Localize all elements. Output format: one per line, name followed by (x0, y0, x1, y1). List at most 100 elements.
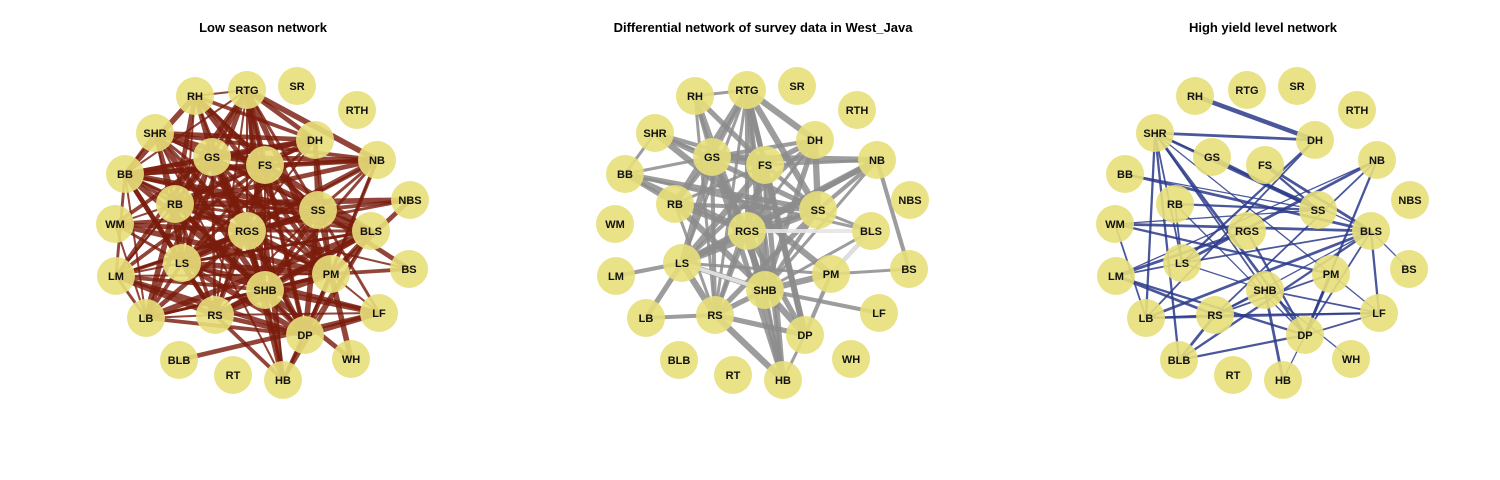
node-label-rs: RS (207, 310, 222, 322)
node-label-rtg: RTG (1235, 85, 1258, 97)
node-lf (860, 294, 898, 332)
node-label-wh: WH (842, 354, 860, 366)
node-label-ss: SS (811, 205, 826, 217)
node-label-gs: GS (1204, 152, 1220, 164)
node-wm (596, 205, 634, 243)
node-dp (1286, 316, 1324, 354)
node-label-hb: HB (1275, 375, 1291, 387)
edge-LS-BLS (180, 229, 373, 265)
node-ss (1299, 191, 1337, 229)
node-label-lm: LM (108, 271, 124, 283)
node-label-shb: SHB (1253, 285, 1276, 297)
node-label-bls: BLS (860, 226, 882, 238)
edge-SHR-BLB (1153, 131, 1181, 362)
edge-WM-SS (1114, 209, 1319, 225)
node-lf (360, 294, 398, 332)
edge-SHR-SHB (152, 130, 268, 293)
node-rs (696, 296, 734, 334)
node-label-nbs: NBS (1398, 195, 1421, 207)
edge-BLS-LS (1181, 230, 1372, 264)
node-nb (358, 141, 396, 179)
node-label-ss: SS (311, 205, 326, 217)
node-label-hb: HB (775, 375, 791, 387)
node-label-bs: BS (401, 264, 416, 276)
node-label-blb: BLB (1168, 355, 1191, 367)
edge-LM-SS (115, 209, 319, 277)
edge-GS-NB (708, 153, 881, 164)
node-blb (160, 341, 198, 379)
node-dp (286, 316, 324, 354)
edge-RH-DH (1192, 93, 1318, 143)
edge-BLB-LF (176, 310, 382, 363)
node-label-dh: DH (807, 135, 823, 147)
node-blb (660, 341, 698, 379)
node-label-nb: NB (1369, 155, 1385, 167)
node-rgs (728, 212, 766, 250)
node-ls (163, 244, 201, 282)
edge-NB-LS (1180, 158, 1379, 265)
node-fs (746, 146, 784, 184)
node-ss (799, 191, 837, 229)
edge-SHR-DH (152, 130, 318, 143)
node-label-rs: RS (707, 310, 722, 322)
node-label-sr: SR (789, 81, 804, 93)
node-ls (1163, 244, 1201, 282)
edge-FS-LS (180, 163, 267, 265)
node-fs (1246, 146, 1284, 184)
node-bs (890, 250, 928, 288)
edge-WM-SS (113, 208, 320, 226)
node-hb (1264, 361, 1302, 399)
node-lm (1097, 257, 1135, 295)
edge-RS-LF (214, 312, 380, 316)
node-bs (1390, 250, 1428, 288)
node-label-sr: SR (289, 81, 304, 93)
node-label-gs: GS (204, 152, 220, 164)
node-nbs (1391, 181, 1429, 219)
node-rth (338, 91, 376, 129)
node-label-fs: FS (758, 160, 772, 172)
node-label-rh: RH (687, 91, 703, 103)
edge-SHR-HB (154, 132, 284, 381)
node-rgs (1228, 212, 1266, 250)
high-yield-network: RH RTG SR RTH SHR DH GS FS NB BB NBS RB SS WM RGS BLS LS… (1096, 67, 1429, 399)
node-sr (278, 67, 316, 105)
node-label-pm: PM (823, 269, 840, 281)
edge-RB-SS (1173, 202, 1320, 212)
node-label-lm: LM (608, 271, 624, 283)
edge-SS-LF (316, 208, 381, 315)
node-pm (312, 255, 350, 293)
node-label-fs: FS (1258, 160, 1272, 172)
node-label-rh: RH (1187, 91, 1203, 103)
node-gs (693, 138, 731, 176)
node-label-bb: BB (1117, 169, 1133, 181)
edge-SHB-LF (262, 287, 382, 316)
node-dh (796, 121, 834, 159)
node-label-wm: WM (1105, 219, 1125, 231)
edge-RTG-SS (743, 86, 822, 214)
node-pm (812, 255, 850, 293)
node-rtg (228, 71, 266, 109)
node-ls (663, 244, 701, 282)
node-rh (676, 77, 714, 115)
edge-LM-PM (115, 273, 332, 277)
node-lb (127, 299, 165, 337)
node-label-wm: WM (605, 219, 625, 231)
node-rb (1156, 185, 1194, 223)
panel-title-low: Low season network (199, 20, 328, 35)
node-rh (1176, 77, 1214, 115)
node-label-sr: SR (1289, 81, 1304, 93)
node-bls (852, 212, 890, 250)
edge-WM-RGS (112, 221, 250, 234)
node-label-rth: RTH (346, 105, 369, 117)
node-shr (636, 114, 674, 152)
node-rs (1196, 296, 1234, 334)
edge-GS-RS (709, 154, 718, 318)
edge-NBS-RB (172, 197, 413, 207)
node-label-rgs: RGS (735, 226, 759, 238)
node-label-lf: LF (1372, 308, 1386, 320)
node-gs (1193, 138, 1231, 176)
edge-RTG-BB (124, 89, 248, 175)
node-wm (96, 205, 134, 243)
edge-SHB-LF (762, 287, 882, 316)
node-label-rth: RTH (846, 105, 869, 117)
